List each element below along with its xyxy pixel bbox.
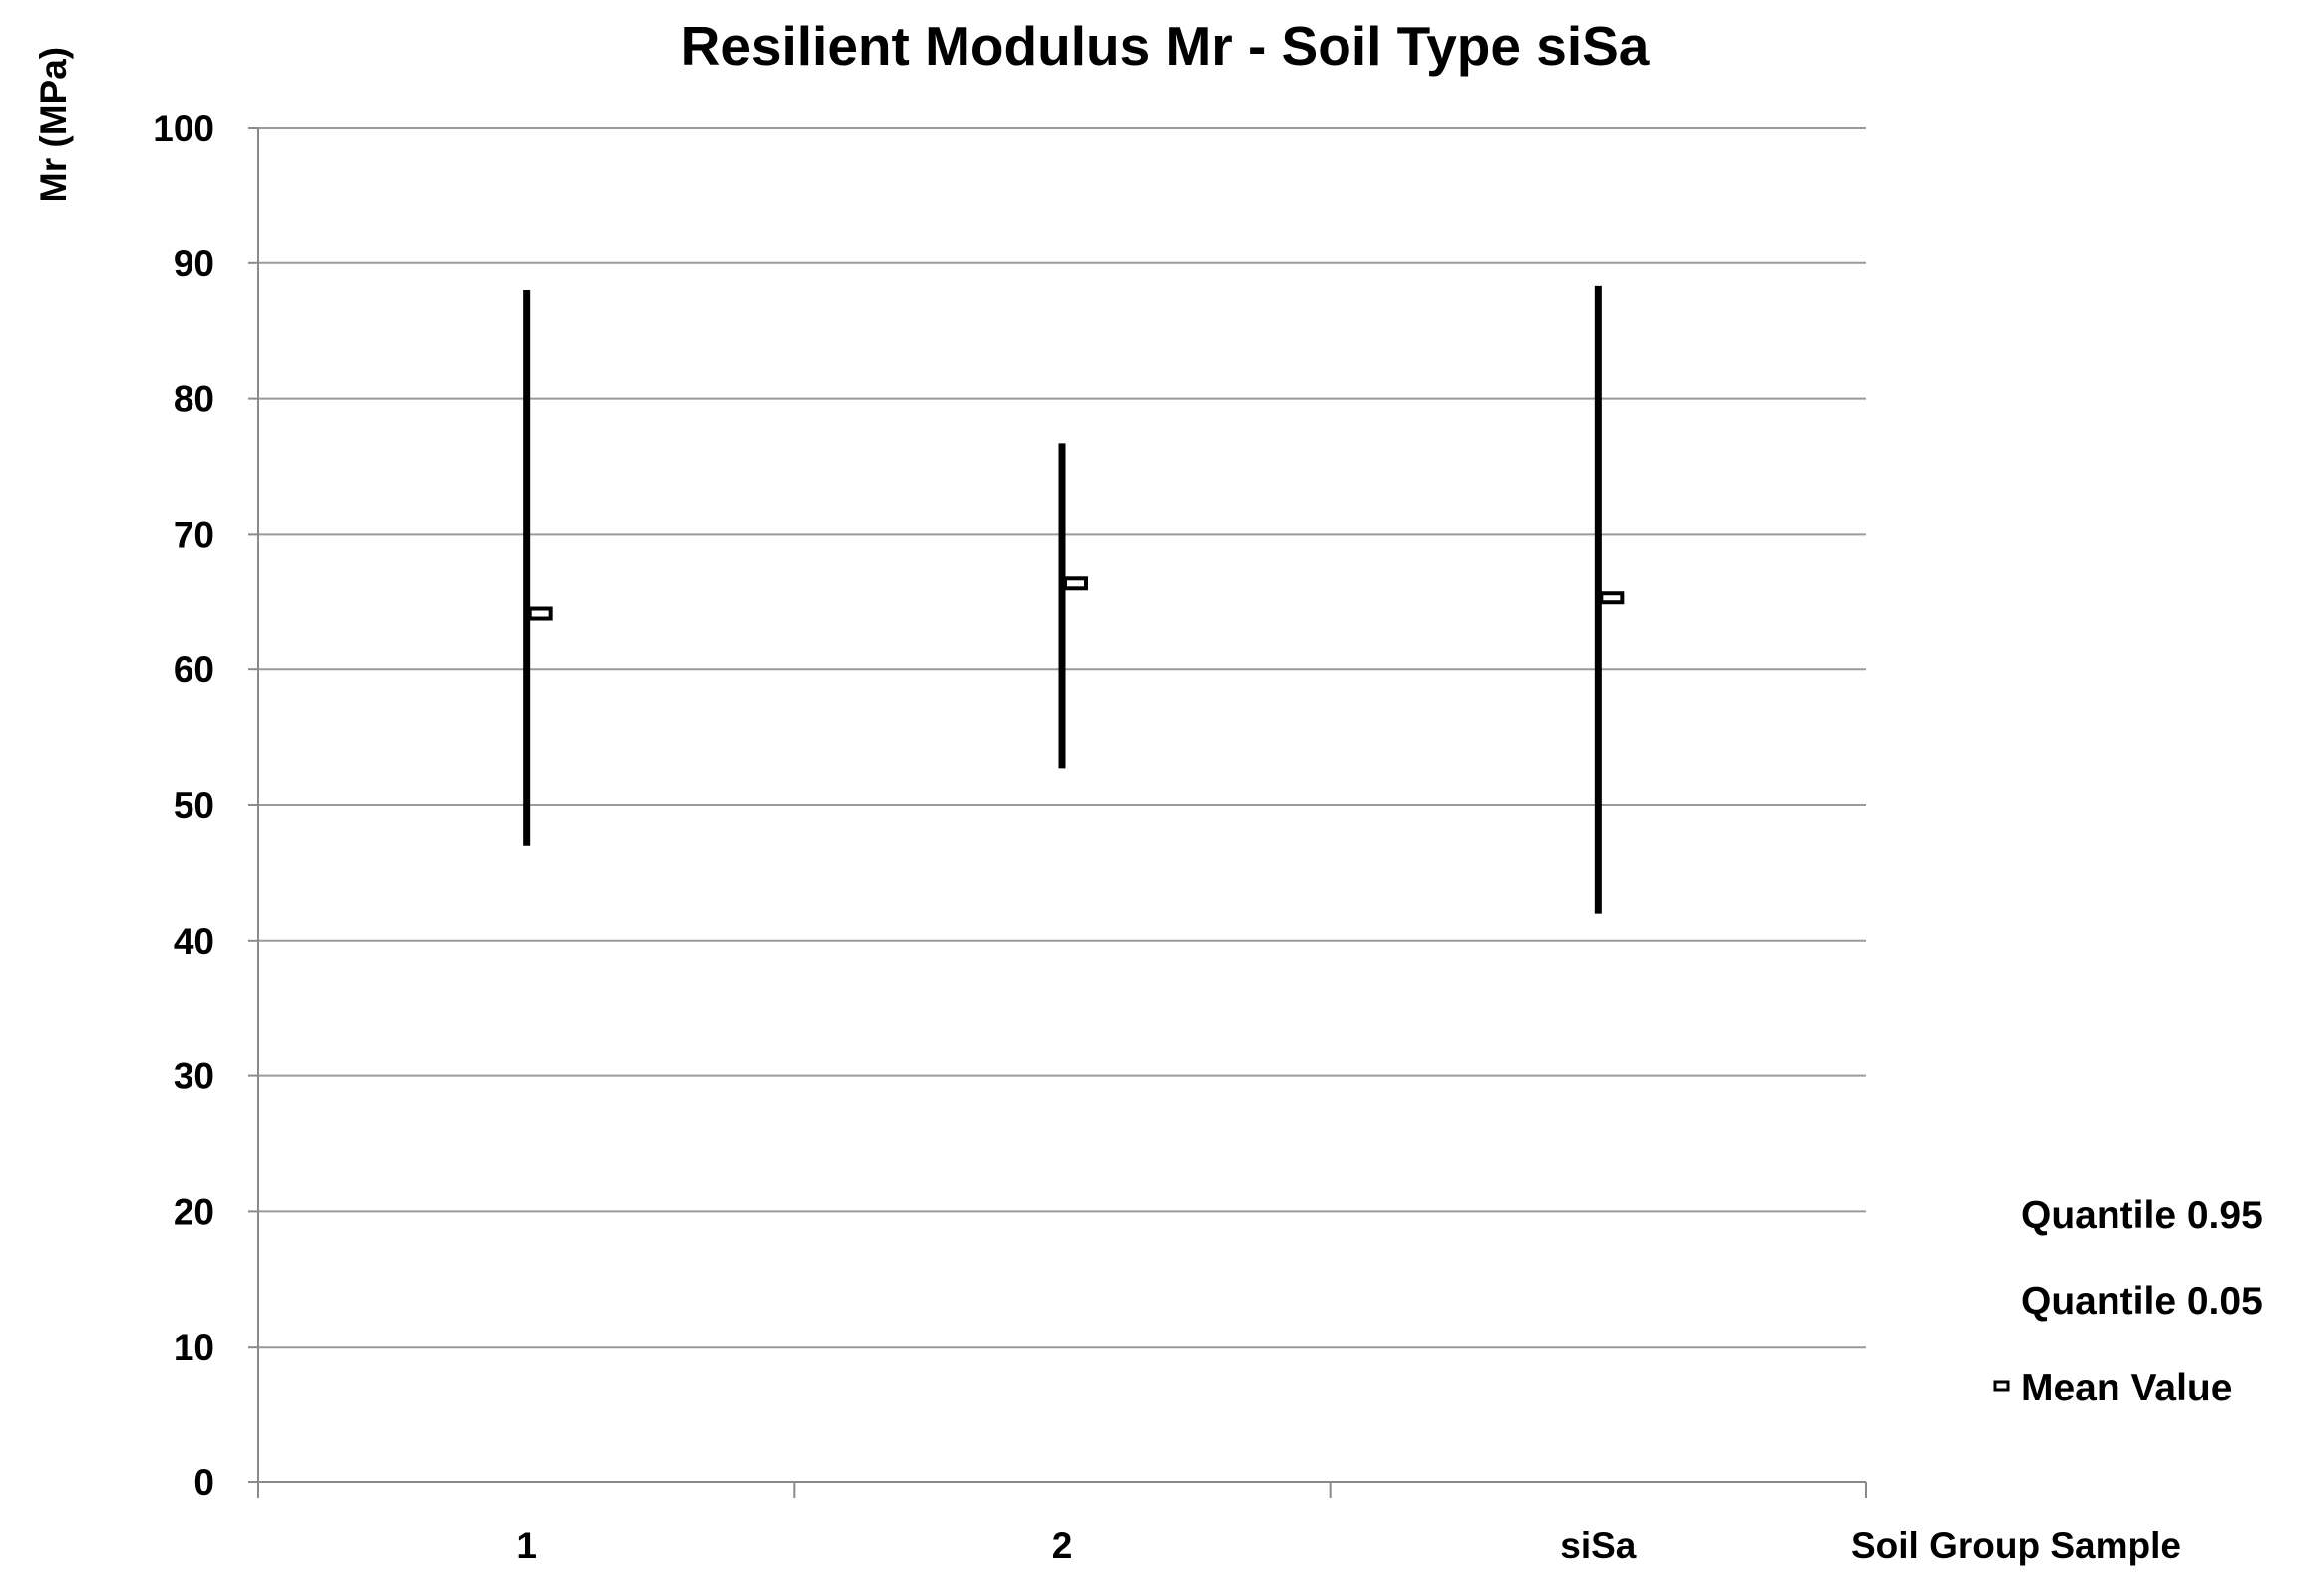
x-category-label: 1 <box>516 1525 537 1566</box>
x-category-label: siSa <box>1560 1525 1637 1566</box>
y-tick-label: 40 <box>174 921 214 962</box>
y-tick-label: 20 <box>174 1191 214 1232</box>
chart-title: Resilient Modulus Mr - Soil Type siSa <box>681 15 1650 77</box>
y-tick-label: 60 <box>174 649 214 690</box>
legend-entry: Quantile 0.05 <box>2021 1280 2263 1323</box>
y-tick-label: 70 <box>174 514 214 555</box>
x-category-label: 2 <box>1052 1525 1073 1566</box>
legend-entry: Quantile 0.95 <box>2021 1194 2263 1237</box>
y-tick-label: 100 <box>153 108 214 149</box>
y-tick-label: 80 <box>174 379 214 420</box>
y-axis-label: Mr (MPa) <box>33 47 74 202</box>
x-axis-categories: 1 2 siSa <box>516 1525 1636 1566</box>
y-tick-label: 50 <box>174 785 214 826</box>
legend-marker-mean <box>1993 1380 2010 1392</box>
mean-marker <box>1063 576 1088 591</box>
mean-marker <box>1599 591 1625 605</box>
axes <box>257 128 1867 1498</box>
y-tick-label: 30 <box>174 1056 214 1097</box>
data-marks <box>523 285 1625 914</box>
y-tick-label: 10 <box>174 1327 214 1368</box>
x-axis-label: Soil Group Sample <box>1851 1525 2181 1566</box>
y-axis-ticks: 0 10 20 30 40 50 60 70 80 90 100 <box>153 108 258 1503</box>
y-tick-label: 90 <box>174 243 214 284</box>
y-tick-label: 0 <box>193 1462 214 1503</box>
legend-entry: Mean Value <box>2021 1367 2232 1409</box>
mean-marker <box>527 606 553 621</box>
legend: Quantile 0.95 Quantile 0.05 Mean Value <box>1993 1194 2263 1409</box>
